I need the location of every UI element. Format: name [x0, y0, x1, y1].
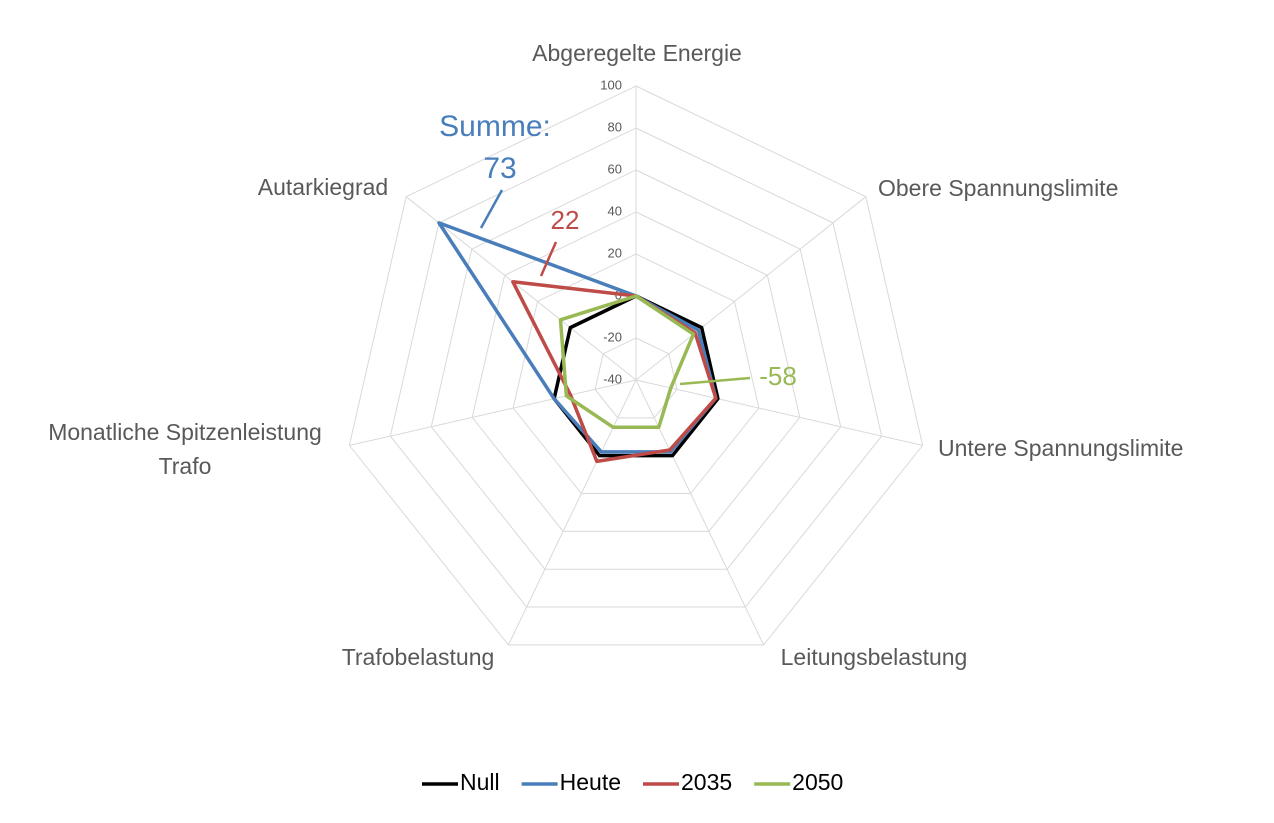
- y-tick-label: 20: [608, 245, 622, 260]
- annotation-leader: [479, 189, 504, 229]
- category-label: Abgeregelte Energie: [532, 40, 742, 66]
- category-label: Untere Spannungslimite: [938, 435, 1184, 461]
- spoke: [507, 379, 637, 646]
- category-label: Trafobelastung: [341, 644, 495, 670]
- annotation: Summe:: [439, 110, 551, 143]
- spoke: [635, 379, 923, 446]
- y-tick-label: 80: [608, 119, 622, 134]
- spoke: [405, 196, 637, 381]
- legend-label: Null: [460, 769, 500, 795]
- y-tick-label: 100: [600, 77, 622, 92]
- y-tick-label: 60: [608, 161, 622, 176]
- category-label: Monatliche Spitzenleistung Trafo: [48, 419, 322, 479]
- legend-label: 2050: [792, 769, 843, 795]
- grid-ring: [594, 337, 678, 419]
- y-tick-label: 40: [608, 203, 622, 218]
- grid-ring: [348, 85, 924, 646]
- y-tick-label: -20: [603, 329, 622, 344]
- category-label: Obere Spannungslimite: [878, 175, 1119, 201]
- series-line: [558, 294, 696, 430]
- annotation-leader: [539, 241, 558, 277]
- category-label: Leitungsbelastung: [780, 644, 968, 670]
- legend-label: 2035: [681, 769, 732, 795]
- spoke: [635, 196, 867, 381]
- spoke: [635, 379, 765, 646]
- grid-ring: [430, 169, 842, 570]
- grid-ring: [389, 127, 883, 608]
- legend-label: Heute: [560, 769, 621, 795]
- series-line: [437, 221, 718, 454]
- series-line: [511, 280, 718, 464]
- spoke: [349, 379, 637, 446]
- annotation: -58: [759, 361, 797, 391]
- annotation: 22: [551, 205, 580, 235]
- annotation: 73: [483, 152, 516, 185]
- grid-ring: [471, 211, 801, 532]
- category-label: Autarkiegrad: [257, 174, 389, 200]
- y-tick-label: -40: [603, 371, 622, 386]
- annotation-leader: [679, 376, 751, 386]
